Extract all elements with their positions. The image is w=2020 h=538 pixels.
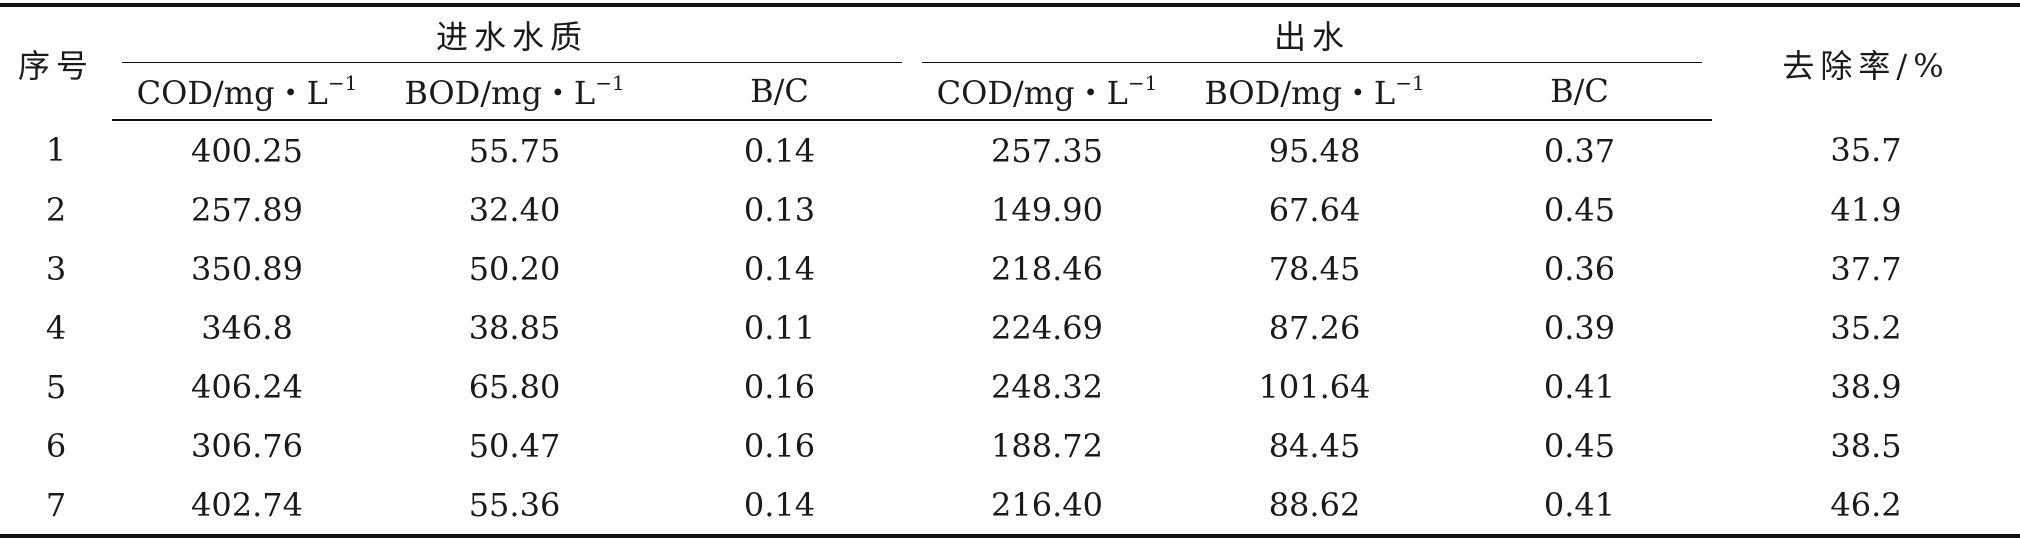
cell-outflow-bc: 0.41 (1447, 475, 1713, 538)
cell-inflow-cod: 257.89 (191, 190, 303, 229)
cell-index: 4 (45, 308, 67, 347)
cell-outflow-cod: 218.46 (991, 249, 1103, 288)
header-inflow-cod-exponent: −1 (327, 71, 358, 95)
cell-outflow-bc: 0.41 (1543, 367, 1616, 406)
header-inflow-bod-label: BOD/mg・L (404, 74, 596, 112)
cell-index: 2 (45, 190, 67, 229)
cell-inflow-cod: 306.76 (191, 426, 303, 465)
header-outflow-group: 出水 (912, 3, 1713, 65)
cell-removal-rate: 38.5 (1830, 426, 1902, 465)
table-row: 6 306.76 50.47 0.16 188.72 84.45 0.45 38… (0, 416, 2020, 475)
cell-index: 7 (0, 475, 112, 538)
cell-outflow-bc: 0.45 (1543, 190, 1616, 229)
header-inflow-group: 进水水质 (112, 3, 912, 65)
cell-inflow-bod: 55.36 (382, 475, 647, 538)
cell-inflow-cod: 406.24 (191, 367, 303, 406)
header-outflow-cod-exponent: −1 (1127, 71, 1158, 95)
cell-outflow-cod: 149.90 (991, 190, 1103, 229)
table-row: 7 402.74 55.36 0.14 216.40 88.62 0.41 46… (0, 475, 2020, 538)
cell-inflow-bod: 38.85 (468, 308, 561, 347)
cell-index: 6 (45, 426, 67, 465)
cell-removal-rate: 35.2 (1830, 308, 1902, 347)
cell-inflow-bod: 32.40 (468, 190, 561, 229)
cell-index: 3 (45, 249, 67, 288)
header-outflow-cod-label: COD/mg・L (936, 74, 1128, 112)
cell-outflow-bod: 95.48 (1268, 131, 1361, 170)
table-row: 1 400.25 55.75 0.14 257.35 95.48 0.37 35… (0, 120, 2020, 180)
header-inflow-cod: COD/mg・L−1 (112, 63, 382, 121)
cell-outflow-cod: 248.32 (991, 367, 1103, 406)
header-removal-rate: 去除率/% (1712, 3, 2020, 120)
table-row: 4 346.8 38.85 0.11 224.69 87.26 0.39 35.… (0, 298, 2020, 357)
cell-inflow-bc: 0.14 (743, 249, 816, 288)
cell-outflow-bod: 78.45 (1268, 249, 1361, 288)
cell-inflow-bod: 55.75 (468, 131, 561, 170)
cell-outflow-cod: 224.69 (991, 308, 1103, 347)
cell-index: 1 (45, 131, 67, 169)
table-body: 1 400.25 55.75 0.14 257.35 95.48 0.37 35… (0, 120, 2020, 538)
header-inflow-bc: B/C (647, 63, 912, 121)
cell-removal-rate: 37.7 (1830, 249, 1902, 288)
cell-outflow-bod: 88.62 (1182, 475, 1447, 538)
table-row: 3 350.89 50.20 0.14 218.46 78.45 0.36 37… (0, 239, 2020, 298)
cell-inflow-bod: 65.80 (468, 367, 561, 406)
cell-inflow-bc: 0.14 (743, 131, 816, 170)
header-row-group: 序号 进水水质 出水 去除率/% (0, 3, 2020, 120)
cell-inflow-cod: 402.74 (112, 475, 382, 538)
cell-removal-rate: 41.9 (1830, 190, 1902, 229)
cell-inflow-bod: 50.47 (468, 426, 561, 465)
header-outflow-cod: COD/mg・L−1 (912, 63, 1182, 121)
cell-outflow-bc: 0.37 (1543, 131, 1616, 170)
cell-index: 5 (45, 367, 67, 406)
header-inflow-bod: BOD/mg・L−1 (382, 63, 647, 121)
cell-removal-rate: 38.9 (1830, 367, 1902, 406)
cell-inflow-bc: 0.16 (743, 367, 816, 406)
cell-inflow-bod: 50.20 (468, 249, 561, 288)
cell-outflow-bc: 0.45 (1543, 426, 1616, 465)
cell-removal-rate: 46.2 (1712, 475, 2020, 538)
cell-outflow-cod: 188.72 (991, 426, 1103, 465)
cell-inflow-cod: 346.8 (201, 308, 293, 347)
cell-outflow-bod: 101.64 (1258, 367, 1371, 406)
cell-removal-rate: 35.7 (1830, 131, 1902, 169)
header-index: 序号 (0, 3, 112, 120)
table-row: 5 406.24 65.80 0.16 248.32 101.64 0.41 3… (0, 357, 2020, 416)
header-inflow-cod-label: COD/mg・L (136, 74, 328, 112)
header-outflow-bod-exponent: −1 (1395, 71, 1425, 95)
cell-inflow-bc: 0.11 (743, 308, 816, 347)
cell-outflow-bod: 84.45 (1268, 426, 1361, 465)
header-row-columns: COD/mg・L−1 BOD/mg・L−1 B/C COD/mg・L−1 BOD… (0, 63, 2020, 121)
cell-outflow-bod: 67.64 (1268, 190, 1361, 229)
header-inflow-bod-exponent: −1 (595, 71, 625, 95)
cell-inflow-bc: 0.14 (647, 475, 912, 538)
cell-inflow-bc: 0.16 (743, 426, 816, 465)
header-outflow-bod-label: BOD/mg・L (1204, 74, 1396, 112)
table-header: 序号 进水水质 出水 去除率/% COD/mg・L−1 BOD/mg・L−1 B… (0, 3, 2020, 121)
water-quality-table: 序号 进水水质 出水 去除率/% COD/mg・L−1 BOD/mg・L−1 B… (0, 3, 2020, 538)
cell-outflow-bod: 87.26 (1268, 308, 1361, 347)
cell-outflow-cod: 216.40 (912, 475, 1182, 538)
cell-outflow-bc: 0.36 (1543, 249, 1616, 288)
cell-inflow-bc: 0.13 (743, 190, 816, 229)
header-outflow-bc: B/C (1447, 63, 1713, 121)
cell-inflow-cod: 400.25 (191, 131, 303, 170)
table-row: 2 257.89 32.40 0.13 149.90 67.64 0.45 41… (0, 180, 2020, 239)
cell-inflow-cod: 350.89 (191, 249, 303, 288)
cell-outflow-bc: 0.39 (1543, 308, 1616, 347)
cell-outflow-cod: 257.35 (991, 131, 1103, 170)
header-outflow-bod: BOD/mg・L−1 (1182, 63, 1447, 121)
